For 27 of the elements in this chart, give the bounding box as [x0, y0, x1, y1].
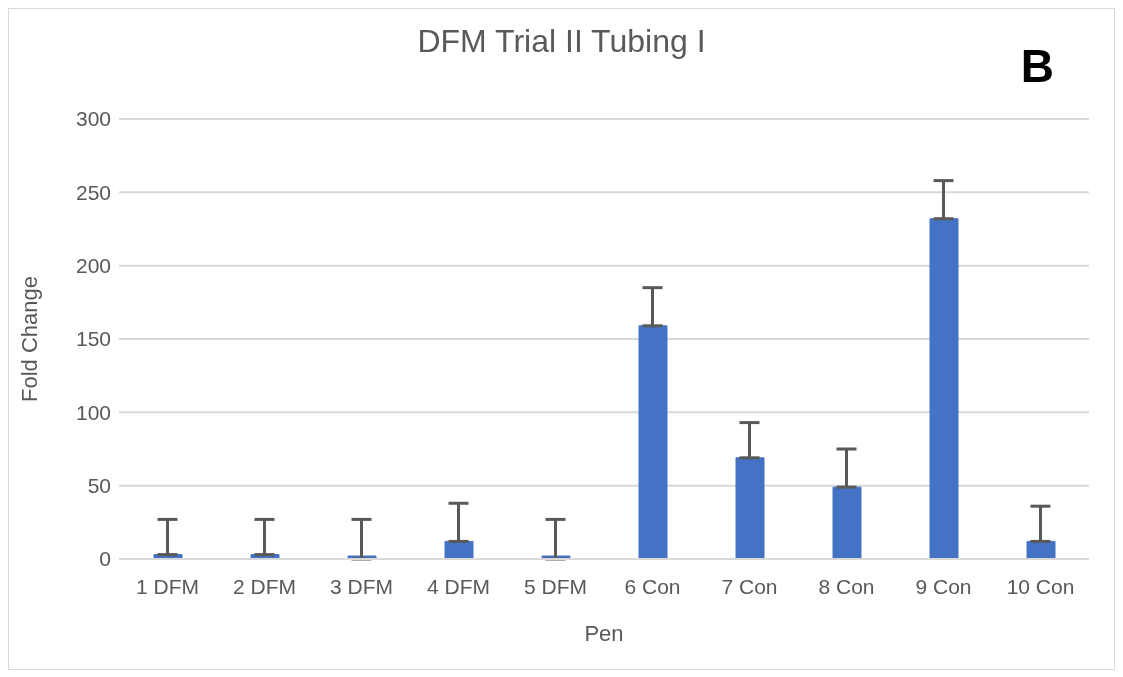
- x-tick-label: 5 DFM: [524, 574, 587, 598]
- x-tick-label: 2 DFM: [233, 574, 296, 598]
- chart-title: DFM Trial II Tubing I: [417, 23, 706, 59]
- bar: [929, 218, 959, 559]
- y-tick-label: 50: [87, 474, 111, 498]
- x-tick-label: 1 DFM: [136, 574, 199, 598]
- bar: [735, 457, 765, 559]
- x-tick-label: 6 Con: [624, 574, 681, 598]
- text: B: [1020, 39, 1054, 93]
- bar: [444, 540, 474, 559]
- y-tick-label: 0: [99, 547, 111, 571]
- y-tick-label: 150: [75, 327, 111, 351]
- x-tick-label: 8 Con: [818, 574, 875, 598]
- x-axis-title: Pen: [584, 621, 624, 646]
- bar: [1026, 540, 1056, 559]
- y-tick-label: 200: [75, 254, 111, 278]
- y-axis-title: Fold Change: [16, 276, 42, 402]
- y-tick-label: 100: [75, 400, 111, 424]
- bar: [638, 325, 668, 559]
- y-tick-label: 250: [75, 180, 111, 204]
- x-tick-label: 4 DFM: [427, 574, 490, 598]
- x-tick-label: 9 Con: [915, 574, 972, 598]
- x-tick-label: 3 DFM: [330, 574, 393, 598]
- bar: [832, 486, 862, 559]
- y-tick-label: 300: [75, 107, 111, 131]
- x-tick-label: 7 Con: [721, 574, 778, 598]
- x-tick-label: 10 Con: [1006, 574, 1075, 598]
